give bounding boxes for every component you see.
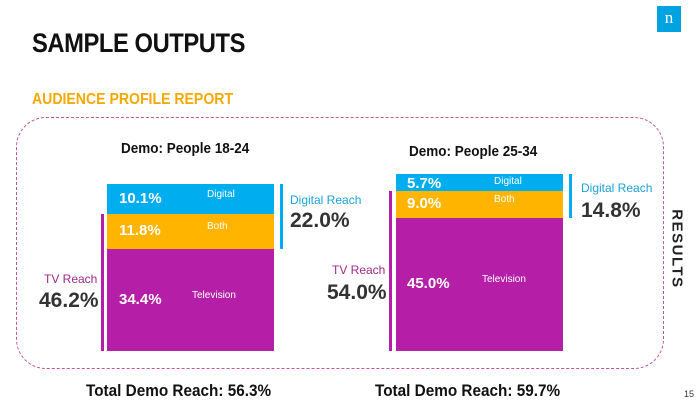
chart2-title: Demo: People 25-34 <box>409 143 538 160</box>
chart1-title: Demo: People 18-24 <box>121 140 250 157</box>
chart2-digital-value: 5.7% <box>407 174 442 192</box>
chart1-segment-digital: 10.1% Digital <box>107 184 274 214</box>
chart2-tv-reach-value: 54.0% <box>327 281 387 304</box>
chart2-tv-reach-label: TV Reach <box>332 263 386 277</box>
chart1-television-label: Television <box>192 289 236 301</box>
chart2-television-value: 45.0% <box>407 275 450 293</box>
chart2-stacked-bar: 5.7% Digital 9.0% Both 45.0% Television <box>396 173 563 351</box>
chart1-total-reach: Total Demo Reach: 56.3% <box>86 381 272 400</box>
chart1-digital-value: 10.1% <box>119 190 162 208</box>
chart1-both-label: Both <box>207 221 228 233</box>
chart1-digital-reach-value: 22.0% <box>290 209 350 232</box>
chart2-television-label: Television <box>482 274 526 286</box>
chart2-segment-both: 9.0% Both <box>396 190 563 218</box>
chart2-both-value: 9.0% <box>407 195 442 213</box>
page-number: 15 <box>684 389 695 399</box>
chart1-tv-reach-value: 46.2% <box>39 289 99 312</box>
chart2-tv-bracket <box>389 190 392 351</box>
chart2-segment-digital: 5.7% Digital <box>396 173 563 192</box>
chart2-both-label: Both <box>494 194 515 206</box>
chart1-digital-label: Digital <box>207 189 235 201</box>
page-title: SAMPLE OUTPUTS <box>32 28 245 58</box>
chart1-tv-bracket <box>101 214 104 351</box>
side-label: RESULTS <box>662 209 692 288</box>
chart2-total-reach: Total Demo Reach: 59.7% <box>375 381 561 400</box>
chart1-digital-reach-label: Digital Reach <box>290 193 362 207</box>
chart2-digital-label: Digital <box>494 175 522 187</box>
chart1-segment-both: 11.8% Both <box>107 214 274 249</box>
chart1-both-value: 11.8% <box>119 222 161 240</box>
chart1-digital-bracket <box>280 184 283 249</box>
results-label: RESULTS <box>668 209 686 289</box>
chart2-segment-television: 45.0% Television <box>396 217 563 351</box>
chart1-segment-television: 34.4% Television <box>107 248 274 351</box>
chart2-digital-reach-value: 14.8% <box>581 199 641 222</box>
chart2-digital-reach-label: Digital Reach <box>581 181 653 195</box>
report-frame <box>16 117 664 369</box>
chart1-tv-reach-label: TV Reach <box>44 272 98 286</box>
chart1-stacked-bar: 10.1% Digital 11.8% Both 34.4% Televisio… <box>107 184 274 351</box>
page-subtitle: AUDIENCE PROFILE REPORT <box>32 91 234 108</box>
brand-logo: n <box>657 6 681 32</box>
chart2-digital-bracket <box>569 173 572 218</box>
chart1-television-value: 34.4% <box>119 290 162 308</box>
